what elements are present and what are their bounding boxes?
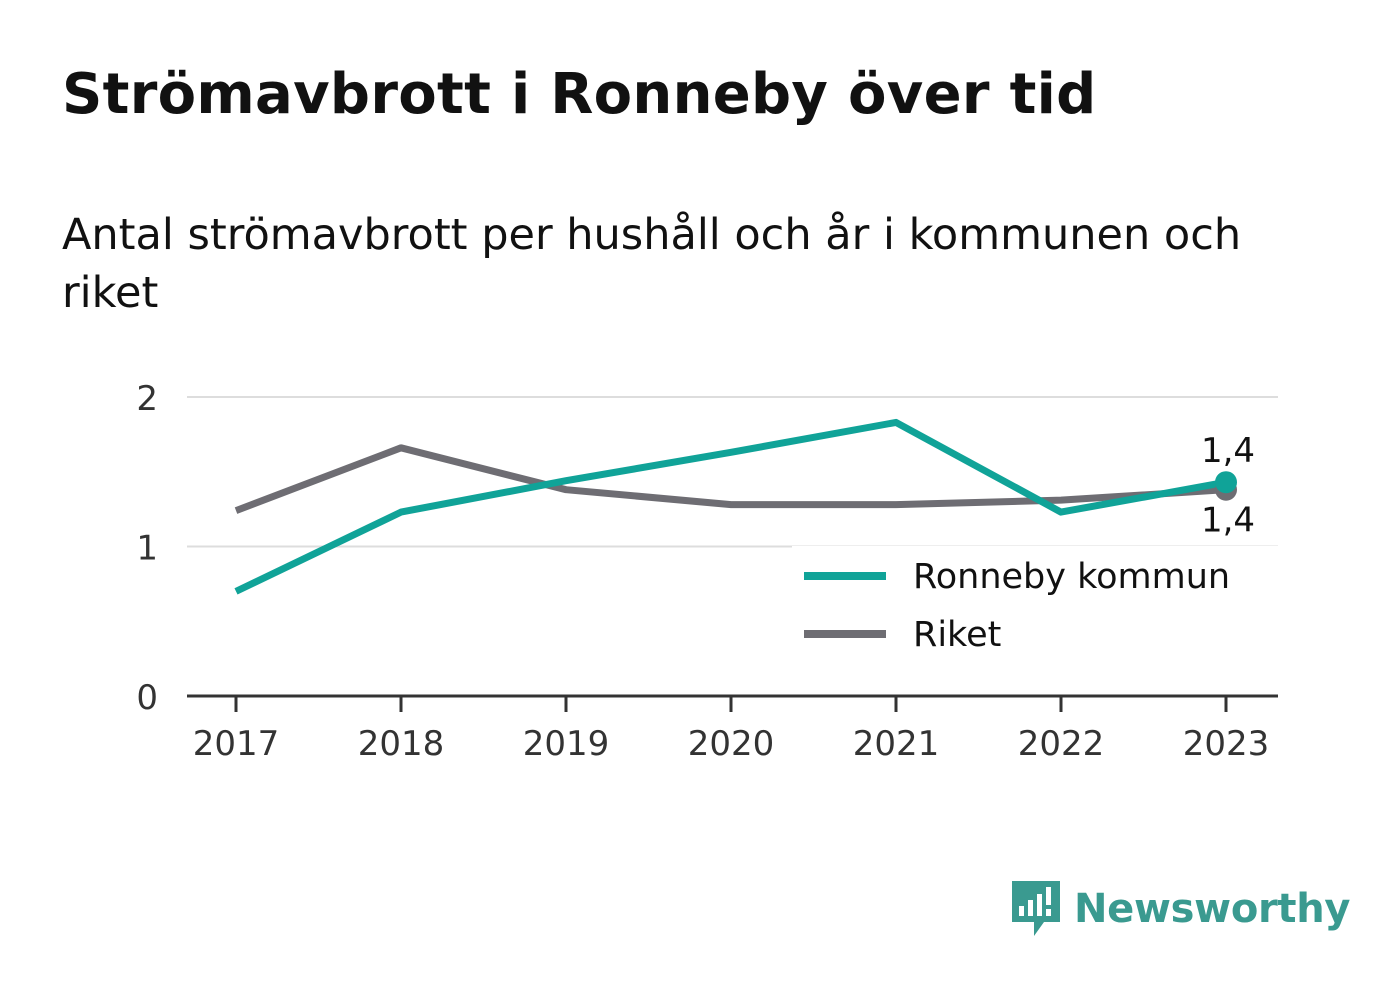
series-line-0 [234, 418, 1227, 595]
end-label-ronneby: 1,4 [1201, 431, 1255, 471]
x-tick-label: 2020 [688, 724, 775, 764]
brand-logo: Newsworthy [1010, 878, 1351, 940]
x-tick-label: 2022 [1018, 724, 1105, 764]
chart-title: Strömavbrott i Ronneby över tid [62, 62, 1097, 127]
axis-layer: 0 1 2 2017 2018 2019 2020 2021 2022 2023 [136, 379, 1278, 764]
label-layer: 1,4 1,4 [1201, 431, 1255, 540]
x-tick-label: 2018 [358, 724, 445, 764]
y-tick-label: 1 [136, 529, 158, 569]
series-line-1 [234, 444, 1227, 514]
legend: Ronneby kommun Riket [792, 546, 1278, 668]
grid-layer [187, 396, 1278, 548]
x-tick-label: 2021 [853, 724, 940, 764]
legend-label: Ronneby kommun [913, 557, 1230, 597]
bar-chart-speech-bubble-icon [1012, 881, 1060, 936]
y-tick-label: 0 [136, 678, 158, 718]
x-tick-label: 2017 [193, 724, 280, 764]
brand-name: Newsworthy [1074, 886, 1351, 932]
end-label-riket: 1,4 [1201, 501, 1255, 541]
x-tick-label: 2019 [523, 724, 610, 764]
legend-background [792, 546, 1278, 668]
x-tick-label: 2023 [1183, 724, 1270, 764]
y-tick-label: 2 [136, 379, 158, 419]
series-layer [234, 418, 1237, 595]
legend-label: Riket [913, 615, 1001, 655]
series-end-point-0 [1215, 471, 1237, 494]
chart-subtitle: Antal strömavbrott per hushåll och år i … [62, 210, 1242, 318]
